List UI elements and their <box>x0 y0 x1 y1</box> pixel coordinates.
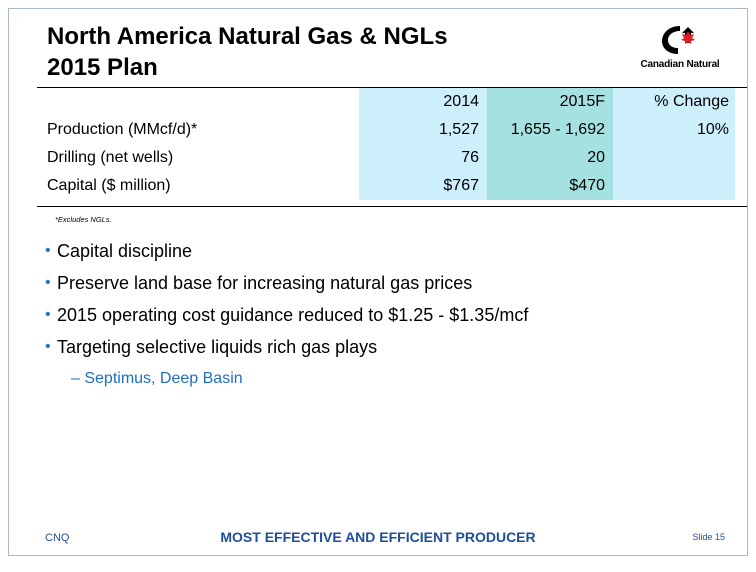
bullet-item: • Targeting selective liquids rich gas p… <box>45 333 735 365</box>
value-change <box>613 172 735 200</box>
footer-tagline: MOST EFFECTIVE AND EFFICIENT PRODUCER <box>220 529 536 545</box>
bullet-item: • 2015 operating cost guidance reduced t… <box>45 301 735 333</box>
bullet-text: Targeting selective liquids rich gas pla… <box>57 337 378 357</box>
value-2014: $767 <box>359 172 487 200</box>
slide: North America Natural Gas & NGLs 2015 Pl… <box>8 8 748 556</box>
table-row-drilling: Drilling (net wells) 76 20 <box>37 144 747 172</box>
value-change <box>613 144 735 172</box>
table-header-row: 2014 2015F % Change <box>37 88 747 116</box>
header-change: % Change <box>613 88 735 116</box>
value-2014: 76 <box>359 144 487 172</box>
header-label <box>37 88 357 116</box>
row-label: Production (MMcf/d)* <box>47 121 198 138</box>
bullet-text: 2015 operating cost guidance reduced to … <box>57 305 529 325</box>
bullet-text: Capital discipline <box>57 241 193 261</box>
bullet-dot-icon: • <box>45 274 51 291</box>
table-footnote: *Excludes NGLs. <box>55 215 112 224</box>
bullet-dot-icon: • <box>45 306 51 323</box>
slide-footer: MOST EFFECTIVE AND EFFICIENT PRODUCER CN… <box>9 524 747 552</box>
value-2014: 1,527 <box>359 116 487 144</box>
logo-text: Canadian Natural <box>640 59 720 70</box>
value-2015f: 1,655 - 1,692 <box>487 116 613 144</box>
company-logo: Canadian Natural <box>632 23 728 81</box>
plan-table: 2014 2015F % Change Production (MMcf/d)*… <box>37 88 747 200</box>
cnq-logo-icon <box>662 26 695 54</box>
title-line-2: 2015 Plan <box>47 54 158 81</box>
table-row-capital: Capital ($ million) $767 $470 <box>37 172 747 200</box>
header-2015f: 2015F <box>487 88 613 116</box>
bullet-item: • Preserve land base for increasing natu… <box>45 269 735 301</box>
bullet-dot-icon: • <box>45 242 51 259</box>
table-bottom-rule <box>37 206 747 207</box>
table-top-rule <box>37 87 747 88</box>
header-2014: 2014 <box>359 88 487 116</box>
value-change: 10% <box>613 116 735 144</box>
bullet-list: • Capital discipline • Preserve land bas… <box>45 237 735 393</box>
title-line-1: North America Natural Gas & NGLs <box>47 23 448 50</box>
bullet-item: • Capital discipline <box>45 237 735 269</box>
value-2015f: 20 <box>487 144 613 172</box>
footer-ticker: CNQ <box>45 532 70 544</box>
slide-number: Slide 15 <box>692 532 725 542</box>
slide-title: North America Natural Gas & NGLs 2015 Pl… <box>47 21 448 83</box>
row-label: Drilling (net wells) <box>47 149 174 166</box>
value-2015f: $470 <box>487 172 613 200</box>
row-label: Capital ($ million) <box>47 177 171 194</box>
table-row-production: Production (MMcf/d)* 1,527 1,655 - 1,692… <box>37 116 747 144</box>
sub-bullet: – Septimus, Deep Basin <box>71 370 243 387</box>
bullet-text: Preserve land base for increasing natura… <box>57 273 473 293</box>
bullet-dot-icon: • <box>45 338 51 355</box>
